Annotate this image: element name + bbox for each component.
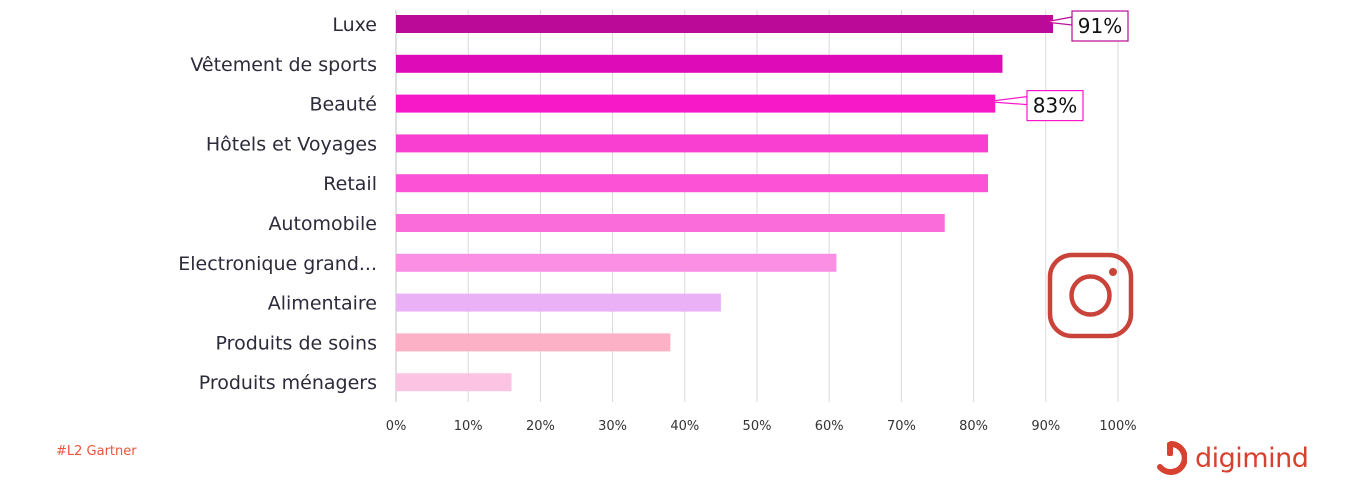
callout-box — [1026, 89, 1084, 122]
x-tick-label: 20% — [526, 419, 555, 434]
x-tick-label: 0% — [386, 419, 407, 434]
callout-label: 83% — [1033, 94, 1077, 118]
category-label: Electronique grand... — [178, 253, 377, 275]
bar — [396, 373, 512, 392]
digimind-logo: digimind — [1155, 440, 1309, 476]
category-label: Vêtement de sports — [190, 54, 377, 76]
x-tick-label: 10% — [454, 419, 483, 434]
category-labels: Luxe Vêtement de sports Beauté Hôtels et Vo… — [178, 14, 377, 394]
brand-name: digimind — [1195, 442, 1309, 474]
category-label: Automobile — [268, 213, 377, 235]
x-tick-label: 100% — [1099, 419, 1136, 434]
callout-label: 91% — [1078, 14, 1122, 38]
x-tick-label: 70% — [887, 419, 916, 434]
x-tick-label: 30% — [598, 419, 627, 434]
category-label: Produits de soins — [216, 332, 377, 354]
instagram-icon — [1047, 252, 1134, 339]
bar — [396, 54, 1003, 73]
grid-layer — [395, 10, 1119, 402]
bar — [396, 94, 996, 113]
category-label: Alimentaire — [268, 293, 377, 315]
x-tick-label: 90% — [1031, 419, 1060, 434]
x-tick-label: 80% — [959, 419, 988, 434]
x-axis-ticks: 0% 10% 20% 30% 40% 50% 60% 70% 80% 90% 100% — [386, 419, 1137, 434]
callout-box — [1071, 10, 1129, 42]
bar — [396, 214, 945, 232]
bar — [396, 134, 989, 153]
bar — [396, 174, 989, 193]
bar — [396, 293, 721, 312]
source-tag: #L2 Gartner — [56, 444, 137, 459]
bar — [396, 253, 837, 272]
category-label: Beauté — [309, 94, 377, 116]
x-tick-label: 50% — [743, 419, 772, 434]
category-label: Luxe — [332, 14, 377, 36]
category-label: Hôtels et Voyages — [206, 133, 377, 155]
bars-layer — [396, 15, 1054, 392]
bar — [396, 333, 671, 352]
digimind-mark-icon — [1157, 441, 1187, 475]
x-tick-label: 40% — [670, 419, 699, 434]
category-label: Retail — [323, 173, 377, 195]
callouts-layer: 91% 83% — [987, 10, 1129, 122]
bar — [396, 15, 1054, 33]
category-label: Produits ménagers — [199, 372, 377, 394]
x-tick-label: 60% — [815, 419, 844, 434]
